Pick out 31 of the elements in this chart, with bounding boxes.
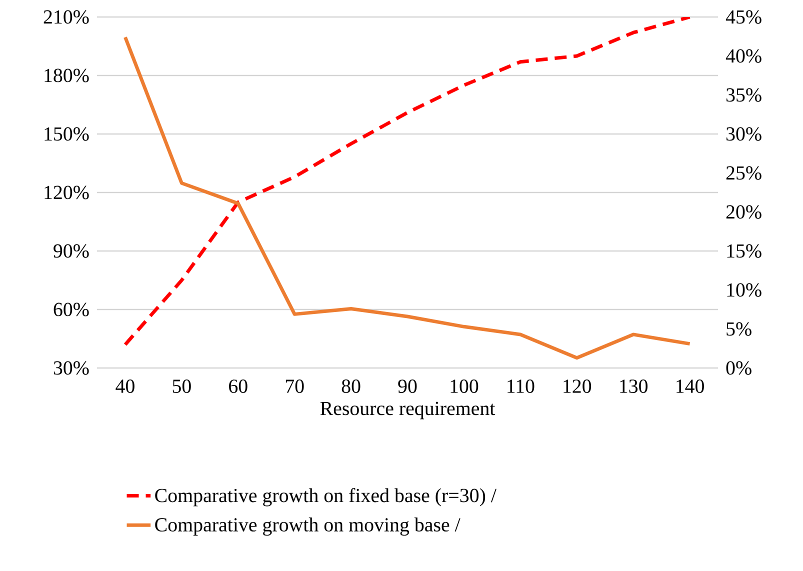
y-tick-label: 30% xyxy=(54,361,89,375)
y-tick-label: 150% xyxy=(44,127,89,141)
x-tick-label: 140 xyxy=(676,380,704,393)
y2-tick-label: 40% xyxy=(726,49,762,63)
y2-tick-label: 45% xyxy=(726,10,762,24)
y-tick-label: 60% xyxy=(54,302,89,316)
y2-tick-label: 10% xyxy=(727,283,762,297)
x-tick-label: 40 xyxy=(116,380,134,393)
y2-tick-label: 5% xyxy=(726,322,752,336)
y2-tick-label: 15% xyxy=(727,244,762,258)
x-tick-label: 70 xyxy=(286,380,304,393)
x-axis-title: Resource requirement xyxy=(320,402,496,420)
legend-label: Comparative growth on moving base / xyxy=(155,518,460,536)
y2-tick-label: 25% xyxy=(726,166,762,180)
y2-tick-label: 35% xyxy=(726,88,762,102)
x-tick-label: 110 xyxy=(508,380,534,393)
y2-tick-label: 30% xyxy=(726,127,762,141)
x-tick-label: 80 xyxy=(342,380,360,393)
x-tick-label: 120 xyxy=(564,380,592,393)
y-tick-label: 210% xyxy=(44,10,89,24)
legend-label: Comparative growth on fixed base (r=30) / xyxy=(155,488,496,506)
x-tick-label: 60 xyxy=(229,380,248,393)
y2-tick-label: 0% xyxy=(726,361,752,375)
x-tick-label: 50 xyxy=(172,380,191,393)
x-tick-label: 130 xyxy=(620,380,648,393)
x-tick-label: 100 xyxy=(450,380,478,393)
y-tick-label: 120% xyxy=(44,186,89,200)
y-tick-label: 90% xyxy=(54,244,89,258)
y2-tick-label: 20% xyxy=(726,205,762,219)
y-tick-label: 180% xyxy=(44,68,89,82)
x-tick-label: 90 xyxy=(398,380,417,393)
